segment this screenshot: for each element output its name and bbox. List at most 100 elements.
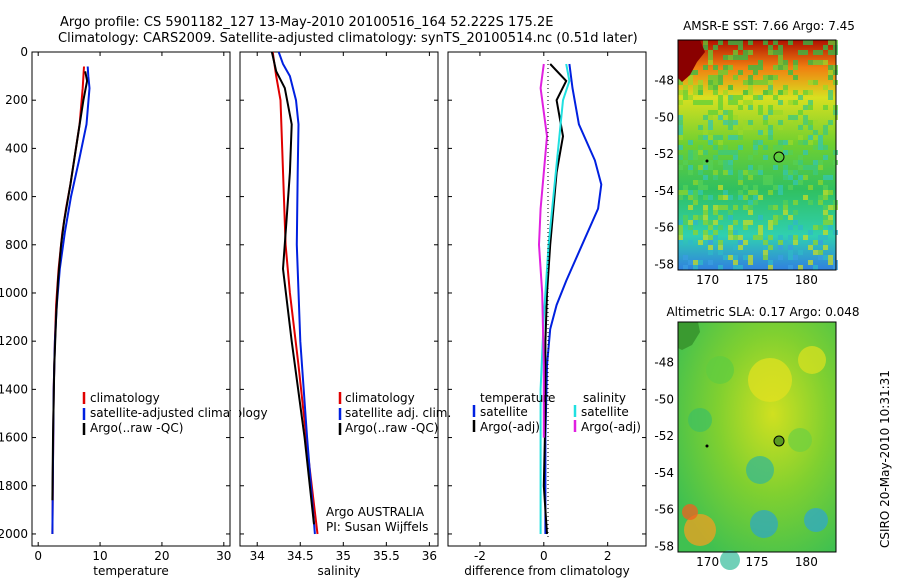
sst-cell (748, 90, 753, 95)
sst-cell (803, 150, 808, 155)
figure-title-line1: Argo profile: CS 5901182_127 13-May-2010… (60, 15, 553, 30)
sst-cell (728, 215, 733, 220)
temperature-legend: climatology satellite-adjusted climatolo… (82, 391, 268, 435)
sst-cell (813, 145, 818, 150)
sst-cell (733, 150, 738, 155)
y-tick-label: 0 (20, 45, 28, 59)
sst-cell (753, 195, 758, 200)
sst-cell (818, 135, 823, 140)
salinity-xlabel: salinity (317, 564, 360, 578)
sst-cell (688, 170, 693, 175)
sst-cell (798, 160, 803, 165)
sst-cell (773, 110, 778, 115)
sst-cell (823, 125, 828, 130)
sst-cell (743, 80, 748, 85)
sst-cell (793, 200, 798, 205)
figure-title-line2: Climatology: CARS2009. Satellite-adjuste… (58, 31, 638, 46)
map-x-tick-label: 180 (795, 555, 818, 569)
sst-cell (738, 240, 743, 245)
sst-cell (703, 220, 708, 225)
sst-cell (708, 240, 713, 245)
sst-cell (763, 240, 768, 245)
sst-cell (708, 85, 713, 90)
y-tick-label: 600 (5, 190, 28, 204)
sst-cell (693, 195, 698, 200)
sst-cell (683, 90, 688, 95)
sst-cell (813, 50, 818, 55)
sst-cell (813, 225, 818, 230)
sst-cell (723, 205, 728, 210)
sst-cell (758, 80, 763, 85)
sst-cell (758, 165, 763, 170)
sst-cell (793, 75, 798, 80)
sst-cell (678, 100, 683, 105)
sst-cell (718, 40, 723, 45)
sst-cell (748, 120, 753, 125)
sst-cell (743, 170, 748, 175)
sst-cell (828, 65, 833, 70)
sst-cell (753, 80, 758, 85)
sst-cell (703, 215, 708, 220)
map-y-tick-label: -58 (654, 539, 674, 553)
sst-cell (718, 80, 723, 85)
map-y-tick-label: -56 (654, 221, 674, 235)
sst-cell (788, 170, 793, 175)
sst-cell (698, 185, 703, 190)
y-tick-label: 1400 (0, 382, 28, 396)
map-y-tick-label: -48 (654, 73, 674, 87)
sst-cell (768, 130, 773, 135)
sst-cell (693, 265, 698, 270)
sst-cell (778, 245, 783, 250)
argo-position-marker (773, 151, 785, 163)
sst-cell (703, 185, 708, 190)
sst-cell (698, 85, 703, 90)
x-tick-label-difference: -2 (474, 549, 486, 563)
sst-cell (778, 90, 783, 95)
sst-cell (738, 170, 743, 175)
sst-cell (773, 185, 778, 190)
sst-cell (803, 140, 808, 145)
sst-cell (738, 45, 743, 50)
sst-cell (753, 235, 758, 240)
sla-cell (746, 456, 774, 484)
sst-cell (783, 175, 788, 180)
sst-cell (718, 150, 723, 155)
sst-cell (798, 265, 803, 270)
sst-cell (823, 230, 828, 235)
sst-cell (718, 250, 723, 255)
sst-cell (718, 135, 723, 140)
sst-cell (808, 140, 813, 145)
sst-cell (728, 40, 733, 45)
sst-cell (718, 95, 723, 100)
salinity-annotation-line1: Argo AUSTRALIA (326, 505, 425, 519)
sst-cell (688, 195, 693, 200)
sst-cell (828, 215, 833, 220)
sst-cell (743, 50, 748, 55)
sst-cell (818, 250, 823, 255)
sst-cell (718, 160, 723, 165)
sst-cell (783, 170, 788, 175)
sst-cell (788, 140, 793, 145)
sst-cell (793, 90, 798, 95)
sst-cell (773, 165, 778, 170)
legend-label-satellite: satellite-adjusted climatology (90, 406, 268, 420)
sla-cell (748, 358, 792, 402)
sst-cell (683, 190, 688, 195)
sst-cell (688, 75, 693, 80)
sst-cell (728, 235, 733, 240)
sst-cell (823, 145, 828, 150)
sst-cell (803, 195, 808, 200)
sst-cell (678, 125, 683, 130)
y-tick-label: 200 (5, 93, 28, 107)
y-tick-label: 2000 (0, 527, 28, 541)
sst-cell (728, 230, 733, 235)
sst-cell (718, 100, 723, 105)
sst-cell (828, 95, 833, 100)
sst-cell (778, 65, 783, 70)
sst-cell (693, 70, 698, 75)
sst-cell (683, 220, 688, 225)
sst-cell (823, 175, 828, 180)
sst-cell (753, 65, 758, 70)
sst-cell (738, 95, 743, 100)
sst-cell (778, 110, 783, 115)
